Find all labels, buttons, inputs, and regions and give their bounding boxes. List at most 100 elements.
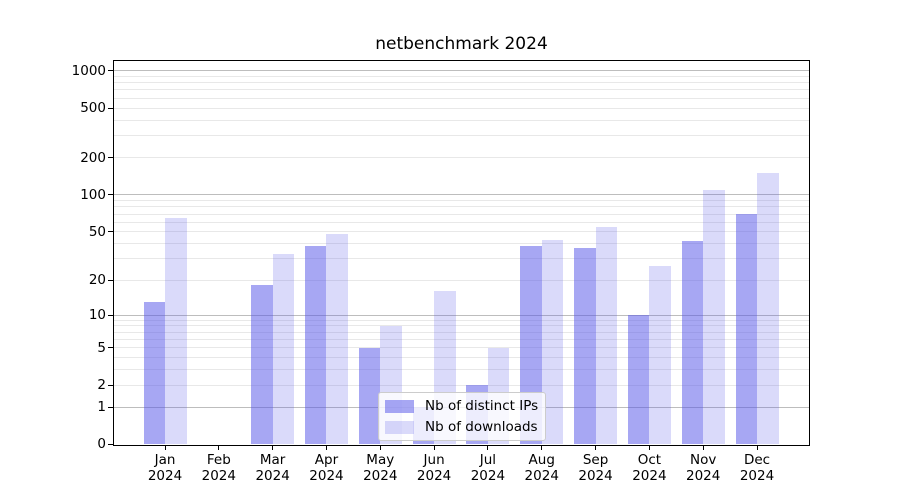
- x-tick-label: Jan 2024: [133, 452, 197, 484]
- x-tick-label: Aug 2024: [510, 452, 574, 484]
- x-tick-year: 2024: [470, 468, 506, 484]
- x-tick-mark: [218, 445, 220, 450]
- bar-distinct-ips: [251, 285, 273, 444]
- bar-distinct-ips: [143, 301, 165, 444]
- x-tick-year: 2024: [739, 468, 775, 484]
- plot-area: [113, 60, 810, 446]
- x-tick-mark: [164, 445, 166, 450]
- y-tick-mark: [108, 443, 114, 445]
- legend: Nb of distinct IPs Nb of downloads: [378, 392, 546, 441]
- x-tick-year: 2024: [524, 468, 559, 484]
- x-tick-mark: [325, 445, 327, 450]
- legend-swatch-downloads-icon: [385, 420, 414, 434]
- x-tick-month: Apr: [314, 452, 339, 468]
- x-tick-mark: [379, 445, 381, 450]
- y-tick-label: 50: [88, 223, 106, 240]
- x-tick-mark: [541, 445, 543, 450]
- y-gridline-minor: [114, 135, 809, 137]
- x-tick-mark: [272, 445, 274, 450]
- legend-label-ips: Nb of distinct IPs: [425, 398, 539, 414]
- x-tick-month: Dec: [743, 452, 771, 468]
- x-tick-year: 2024: [309, 468, 344, 484]
- y-gridline-minor: [114, 369, 809, 371]
- y-gridline-minor: [114, 82, 809, 84]
- y-gridline-minor: [114, 339, 809, 341]
- y-tick-label: 1: [97, 399, 106, 416]
- x-tick-month: Feb: [206, 452, 231, 468]
- y-tick-mark: [108, 384, 114, 386]
- x-tick-label: Mar 2024: [241, 452, 305, 484]
- bar-downloads: [703, 189, 725, 444]
- y-tick-label: 100: [80, 186, 106, 203]
- y-tick-mark: [108, 157, 114, 159]
- y-tick-label: 500: [80, 100, 106, 117]
- y-gridline-minor: [114, 357, 809, 359]
- x-tick-mark: [702, 445, 704, 450]
- bar-downloads: [326, 234, 348, 444]
- y-gridline-minor: [114, 325, 809, 327]
- y-tick-mark: [108, 406, 114, 408]
- x-tick-label: Jul 2024: [456, 452, 520, 484]
- legend-entry-downloads: Nb of downloads: [379, 418, 545, 436]
- x-tick-month: Sep: [582, 452, 609, 468]
- y-gridline-minor: [114, 279, 809, 281]
- y-tick-label: 1000: [71, 62, 106, 79]
- y-gridline-minor: [114, 221, 809, 223]
- x-tick-month: Jan: [154, 452, 176, 468]
- x-tick-label: Nov 2024: [671, 452, 735, 484]
- x-tick-mark: [433, 445, 435, 450]
- x-tick-label: Oct 2024: [617, 452, 681, 484]
- bar-downloads: [649, 266, 671, 444]
- x-tick-month: Jun: [423, 452, 445, 468]
- x-tick-mark: [756, 445, 758, 450]
- y-tick-label: 20: [88, 272, 106, 289]
- y-tick-mark: [108, 347, 114, 349]
- bar-distinct-ips: [304, 246, 327, 444]
- y-tick-mark: [108, 314, 114, 316]
- legend-entry-distinct-ips: Nb of distinct IPs: [379, 397, 545, 415]
- y-tick-label: 10: [88, 307, 106, 324]
- y-gridline-minor: [114, 231, 809, 233]
- x-tick-month: Oct: [637, 452, 662, 468]
- y-gridline-minor: [114, 258, 809, 260]
- y-gridline-major: [114, 70, 809, 72]
- y-gridline-minor: [114, 347, 809, 349]
- bar-distinct-ips: [574, 247, 596, 444]
- x-tick-label: Dec 2024: [725, 452, 789, 484]
- x-tick-year: 2024: [201, 468, 236, 484]
- x-tick-month: Jul: [479, 452, 497, 468]
- bar-downloads: [541, 239, 564, 444]
- x-tick-mark: [595, 445, 597, 450]
- x-tick-year: 2024: [147, 468, 183, 484]
- x-tick-label: Sep 2024: [564, 452, 628, 484]
- y-gridline-minor: [114, 107, 809, 109]
- y-gridline-minor: [114, 384, 809, 386]
- bar-distinct-ips: [735, 214, 758, 444]
- y-gridline-major: [114, 194, 809, 196]
- y-gridline-minor: [114, 213, 809, 215]
- x-tick-month: Mar: [259, 452, 286, 468]
- y-gridline-minor: [114, 331, 809, 333]
- y-gridline-minor: [114, 319, 809, 321]
- x-tick-label: Feb 2024: [187, 452, 251, 484]
- y-tick-mark: [108, 107, 114, 109]
- x-tick-month: Nov: [690, 452, 717, 468]
- bar-downloads: [165, 217, 187, 444]
- y-tick-label: 200: [80, 149, 106, 166]
- y-gridline-minor: [114, 119, 809, 121]
- legend-label-downloads: Nb of downloads: [425, 419, 538, 435]
- y-tick-mark: [108, 279, 114, 281]
- y-tick-label: 0: [97, 436, 106, 452]
- y-tick-mark: [108, 194, 114, 196]
- x-tick-month: May: [366, 452, 395, 468]
- bar-downloads: [757, 173, 779, 444]
- bar-downloads: [272, 253, 295, 444]
- x-tick-year: 2024: [632, 468, 667, 484]
- y-gridline-minor: [114, 97, 809, 99]
- x-tick-label: Apr 2024: [294, 452, 358, 484]
- y-gridline-minor: [114, 75, 809, 77]
- y-gridline-minor: [114, 89, 809, 91]
- y-tick-label: 2: [97, 377, 106, 394]
- legend-swatch-ips-icon: [385, 399, 414, 413]
